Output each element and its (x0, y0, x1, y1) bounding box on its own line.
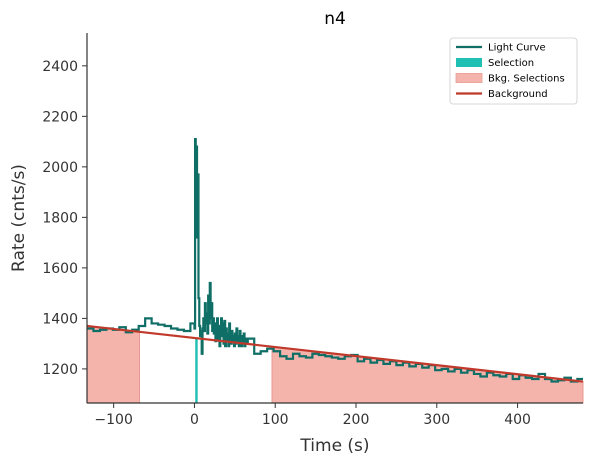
legend-label: Selection (488, 58, 534, 69)
y-tick-label: 1600 (42, 261, 78, 277)
legend-swatch (456, 58, 482, 67)
source-selection-region (195, 338, 198, 403)
x-tick-label: 0 (190, 412, 199, 428)
x-axis-label: Time (s) (299, 436, 369, 456)
x-tick-label: 400 (504, 412, 531, 428)
x-tick-label: 100 (262, 412, 289, 428)
x-tick-label: −100 (94, 412, 132, 428)
y-axis-label: Rate (cnts/s) (9, 164, 29, 272)
y-tick-label: 2400 (42, 59, 78, 75)
legend-label: Background (488, 89, 548, 100)
y-tick-label: 2000 (42, 160, 78, 176)
y-tick-label: 1200 (42, 362, 78, 378)
legend-frame (449, 37, 578, 105)
y-tick-label: 1800 (42, 210, 78, 226)
x-tick-label: 200 (343, 412, 370, 428)
bkg-selection-region-1 (86, 325, 141, 404)
light-curve-series (87, 137, 583, 383)
plot-area (86, 137, 584, 404)
y-tick-label: 1400 (42, 311, 78, 327)
legend: Light Curve Selection Bkg. Selections Backg… (449, 37, 578, 105)
legend-label: Light Curve (488, 43, 546, 54)
x-tick-label: 300 (423, 412, 450, 428)
legend-swatch (455, 73, 483, 83)
x-axis-ticks: −100 0 100 200 300 400 (94, 403, 531, 428)
legend-label: Bkg. Selections (488, 74, 565, 85)
chart-title: n4 (324, 9, 346, 29)
background-fit-line (86, 324, 584, 383)
y-axis-ticks: 1200 1400 1600 1800 2000 2200 2400 (42, 59, 87, 378)
y-tick-label: 2200 (42, 109, 78, 125)
